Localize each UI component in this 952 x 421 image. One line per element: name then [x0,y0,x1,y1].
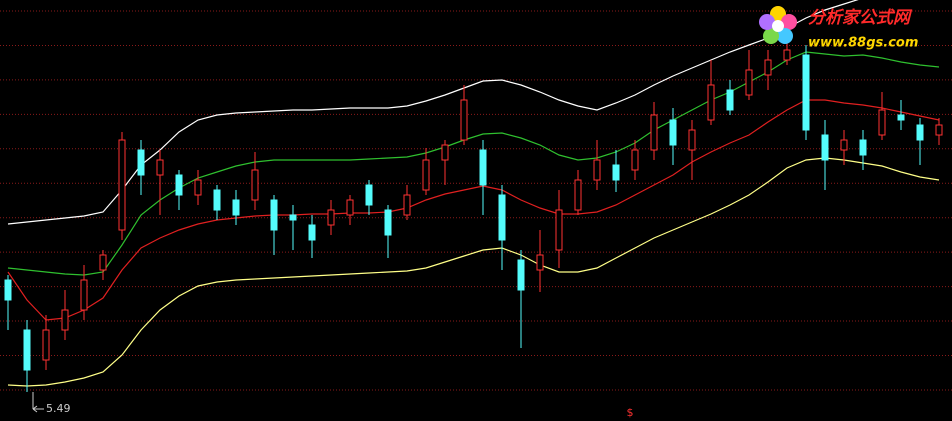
candle-body [346,199,354,216]
candle-body [156,159,164,176]
candle-body [42,329,50,361]
candle-body [916,124,924,141]
candle-body [365,184,373,206]
candle-body [821,134,829,161]
candle-body [878,109,886,136]
candle-body [327,209,335,226]
candle-body [403,194,411,216]
candle-body [536,254,544,271]
candle-body [4,279,12,301]
candle-body [631,149,639,171]
candle-body [688,129,696,151]
logo-text: 分析家公式网 [808,8,913,28]
candle-body [859,139,867,156]
candle-body [460,99,468,141]
band-line [7,99,940,321]
candle-body [726,89,734,111]
candle-body [384,209,392,236]
logo: 分析家公式网 www.88gs.com [759,6,918,51]
candle-body [23,329,31,371]
band-line [7,157,940,387]
candle-body [840,139,848,151]
candle-body [802,54,810,131]
candle-body [612,164,620,181]
candle-body [194,179,202,196]
candle-body [251,169,259,201]
candle-body [61,309,69,331]
candle-body [80,279,88,311]
candle-body [118,139,126,231]
candle-body [175,174,183,196]
candle-body [650,114,658,151]
candle-body [479,149,487,186]
candle-body [517,259,525,291]
band-line [7,51,940,276]
candle-body [745,69,753,96]
candle-body [308,224,316,241]
candle-body [593,159,601,181]
candle-body [422,159,430,191]
candle-body [270,199,278,231]
low-marker: 5.49 [32,392,71,415]
candle-body [232,199,240,216]
signal-mark: $ [627,406,634,419]
candle-body [707,84,715,121]
low-marker-arrowhead [32,405,38,413]
logo-flower [759,6,797,44]
candle-body [669,119,677,146]
candle-body [498,194,506,241]
candle-body [555,209,563,251]
candle-body [99,254,107,271]
candle-body [897,114,905,121]
candle-body [764,59,772,76]
candle-body [441,144,449,161]
candle-body [289,214,297,221]
plot-area [4,0,943,392]
candle-body [574,179,582,211]
logo-url: www.88gs.com [808,36,918,51]
candle-body [783,49,791,61]
candle-body [137,149,145,176]
candle-body [213,189,221,211]
candle-body [935,124,943,136]
low-label: 5.49 [46,402,71,415]
